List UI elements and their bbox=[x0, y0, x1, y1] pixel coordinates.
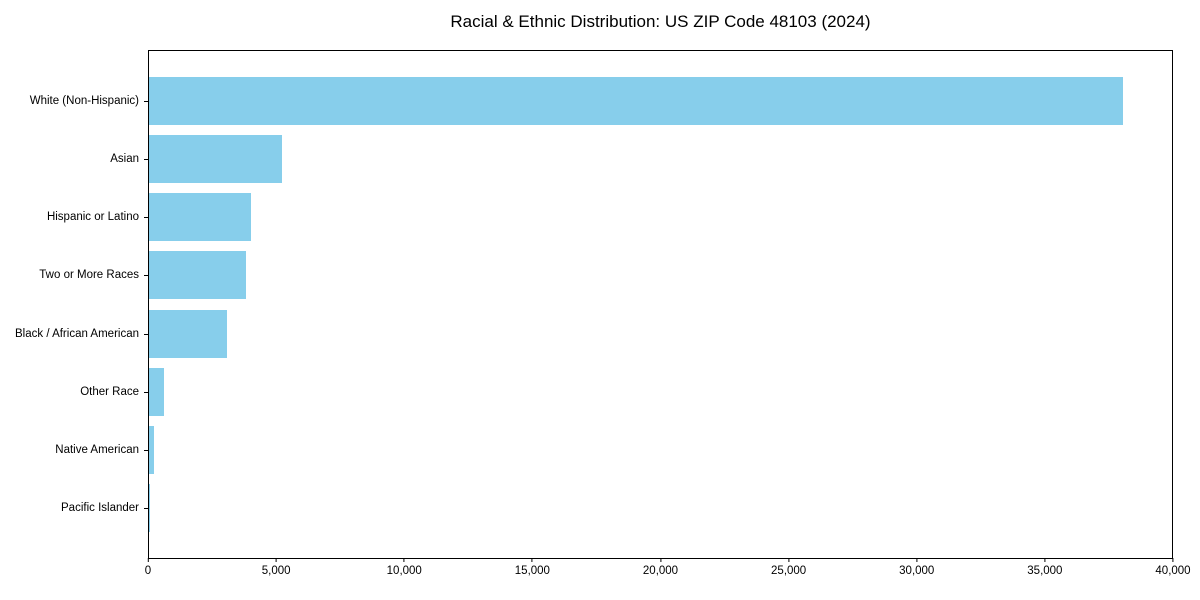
x-tick: 30,000 bbox=[899, 558, 934, 577]
x-tick-label: 20,000 bbox=[642, 565, 679, 577]
x-tick-label: 10,000 bbox=[386, 565, 422, 577]
category-label: Other Race bbox=[80, 385, 139, 398]
x-tick-label: 40,000 bbox=[1155, 565, 1191, 577]
y-tick-mark bbox=[144, 275, 148, 277]
x-tick: 40,000 bbox=[1155, 558, 1191, 577]
x-tick-mark bbox=[660, 558, 661, 562]
bar-row-black-african-american: Black / African American bbox=[15, 305, 1172, 363]
x-tick-label: 30,000 bbox=[899, 565, 935, 577]
x-tick: 5,000 bbox=[262, 558, 291, 577]
category-label: White (Non-Hispanic) bbox=[29, 95, 139, 108]
plot-area: White (Non-Hispanic) Asian Hispanic or L… bbox=[15, 50, 1191, 577]
x-tick-label: 5,000 bbox=[261, 565, 291, 577]
x-tick: 20,000 bbox=[643, 558, 678, 577]
category-label: Pacific Islander bbox=[61, 501, 139, 514]
bar-row-native-american: Native American bbox=[55, 421, 1172, 479]
x-tick: 35,000 bbox=[1027, 558, 1062, 577]
y-tick-mark bbox=[144, 507, 148, 509]
x-tick: 25,000 bbox=[771, 558, 806, 577]
category-label: Black / African American bbox=[15, 327, 139, 340]
bar-two-or-more-races bbox=[149, 251, 247, 300]
x-tick-label: 25,000 bbox=[771, 565, 807, 577]
bar-row-white-non-hispanic: White (Non-Hispanic) bbox=[30, 72, 1172, 130]
x-tick-mark bbox=[403, 558, 405, 562]
bar-row-asian: Asian bbox=[110, 130, 1172, 188]
x-tick-mark bbox=[1044, 558, 1046, 562]
y-tick-mark bbox=[144, 217, 148, 219]
y-tick-mark bbox=[144, 333, 148, 335]
bar-native-american bbox=[149, 425, 155, 474]
bar-other-race bbox=[149, 367, 164, 416]
bar-asian bbox=[149, 135, 282, 184]
category-label: Native American bbox=[55, 443, 139, 456]
x-tick-mark bbox=[147, 558, 149, 562]
x-tick-mark bbox=[916, 558, 918, 562]
bar-row-two-or-more-races: Two or More Races bbox=[39, 246, 1172, 304]
x-tick-label: 35,000 bbox=[1027, 565, 1063, 577]
bar-row-hispanic-or-latino: Hispanic or Latino bbox=[47, 188, 1172, 246]
y-tick-mark bbox=[144, 159, 148, 161]
bar-rows: White (Non-Hispanic) Asian Hispanic or L… bbox=[15, 51, 1172, 558]
category-label: Two or More Races bbox=[39, 269, 139, 282]
bar-white-non-hispanic bbox=[149, 77, 1124, 126]
x-tick-mark bbox=[1172, 558, 1174, 562]
x-tick-mark bbox=[531, 558, 533, 562]
category-label: Asian bbox=[110, 153, 139, 166]
x-tick-label: 0 bbox=[144, 565, 152, 577]
chart-title: Racial & Ethnic Distribution: US ZIP Cod… bbox=[450, 12, 871, 31]
bar-hispanic-or-latino bbox=[149, 193, 252, 242]
y-tick-mark bbox=[144, 449, 148, 451]
bar-row-other-race: Other Race bbox=[80, 363, 1172, 421]
y-tick-mark bbox=[144, 391, 148, 393]
x-tick: 15,000 bbox=[515, 558, 550, 577]
category-label: Hispanic or Latino bbox=[46, 211, 139, 224]
bar-pacific-islander bbox=[149, 483, 150, 532]
x-tick-mark bbox=[275, 558, 277, 562]
x-axis: 0 5,000 10,000 15,000 20,000 25,000 30,0… bbox=[145, 558, 1191, 588]
y-tick-mark bbox=[144, 101, 148, 103]
x-tick: 0 bbox=[145, 558, 151, 577]
x-tick-label: 15,000 bbox=[514, 565, 550, 577]
x-tick-mark bbox=[788, 558, 790, 562]
x-tick: 10,000 bbox=[387, 558, 422, 577]
bar-row-pacific-islander: Pacific Islander bbox=[61, 479, 1172, 537]
bar-black-african-american bbox=[149, 309, 227, 358]
